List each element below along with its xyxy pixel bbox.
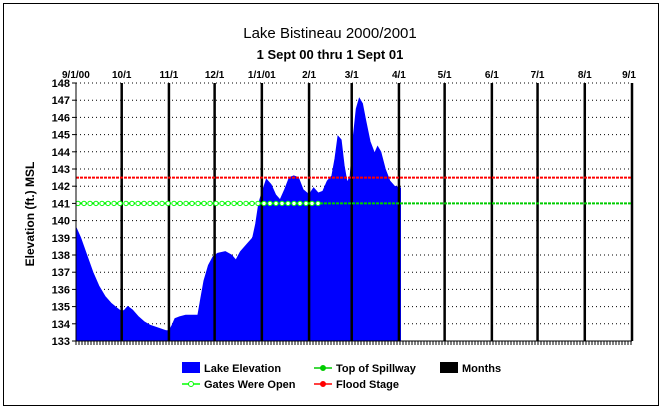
y-tick-label: 147 — [52, 95, 70, 107]
legend-label: Gates Were Open — [204, 379, 296, 391]
legend-label: Top of Spillway — [336, 363, 417, 375]
y-tick-label: 142 — [52, 181, 70, 193]
plot-area: 133 134 135 136 137 138 139 140 141 142 143 144 145 1… — [52, 70, 637, 348]
gates-open-marker — [243, 200, 249, 207]
gates-open-marker — [225, 200, 231, 207]
y-tick-label: 148 — [52, 78, 70, 90]
gates-open-marker — [213, 200, 219, 207]
month-tick-label: 7/1 — [531, 70, 545, 81]
y-tick-label: 133 — [52, 336, 70, 348]
legend-swatch — [440, 362, 458, 373]
y-tick-label: 144 — [52, 147, 71, 159]
gates-open-marker — [159, 200, 165, 207]
gates-open-marker — [231, 200, 237, 207]
month-tick-label: 5/1 — [438, 70, 452, 81]
y-tick-label: 146 — [52, 112, 70, 124]
month-tick-label: 11/1 — [159, 70, 178, 81]
y-tick-label: 137 — [52, 267, 70, 279]
gates-open-marker — [171, 200, 177, 207]
gates-open-marker — [207, 200, 213, 207]
y-tick-label: 138 — [52, 250, 70, 262]
month-tick-label: 1/1/01 — [248, 70, 276, 81]
y-tick-label: 145 — [52, 130, 70, 142]
legend-label: Months — [462, 363, 501, 375]
gates-open-marker — [279, 200, 285, 207]
legend-label: Lake Elevation — [204, 363, 281, 375]
gates-open-marker — [105, 200, 111, 207]
gates-open-marker — [201, 200, 207, 207]
chart-frame: Lake Bistineau 2000/2001 1 Sept 00 thru … — [3, 3, 659, 406]
gates-open-marker — [237, 200, 243, 207]
gates-open-marker — [309, 200, 315, 207]
gates-open-marker — [87, 200, 93, 207]
gates-open-marker — [129, 200, 135, 207]
gates-open-marker — [315, 200, 321, 207]
y-tick-label: 134 — [52, 319, 71, 331]
gates-open-marker — [81, 200, 87, 207]
month-tick-label: 12/1 — [205, 70, 225, 81]
chart-subtitle: 1 Sept 00 thru 1 Sept 01 — [257, 47, 404, 62]
legend-swatch-marker — [320, 365, 326, 371]
legend-label: Flood Stage — [336, 379, 399, 391]
gates-open-marker — [189, 200, 195, 207]
gates-open-marker — [267, 200, 273, 207]
gates-open-marker — [117, 200, 123, 207]
month-tick-label: 6/1 — [485, 70, 499, 81]
y-tick-label: 141 — [52, 198, 70, 210]
gates-open-marker — [195, 200, 201, 207]
month-tick-label: 9/1/00 — [62, 70, 90, 81]
gates-open-marker — [153, 200, 159, 207]
y-tick-label: 136 — [52, 284, 70, 296]
gates-open-marker — [255, 200, 261, 207]
gates-open-marker — [123, 200, 129, 207]
gates-open-marker — [183, 200, 189, 207]
gates-open-marker — [273, 200, 279, 207]
legend-swatch-marker — [188, 381, 194, 387]
gates-open-marker — [291, 200, 297, 207]
gates-open-marker — [285, 200, 291, 207]
month-tick-label: 3/1 — [345, 70, 359, 81]
legend-swatch-marker — [320, 381, 326, 387]
month-tick-label: 4/1 — [392, 70, 406, 81]
gates-open-marker — [177, 200, 183, 207]
y-tick-label: 135 — [52, 302, 70, 314]
gates-open-marker — [249, 200, 255, 207]
y-tick-label: 143 — [52, 164, 70, 176]
gates-open-marker — [99, 200, 105, 207]
month-tick-label: 8/1 — [578, 70, 592, 81]
gates-open-marker — [219, 200, 225, 207]
month-tick-label: 9/1 — [622, 70, 636, 81]
gates-open-marker — [111, 200, 117, 207]
y-tick-label: 139 — [52, 233, 70, 245]
y-axis-label: Elevation (ft.) MSL — [23, 162, 37, 267]
y-tick-label: 140 — [52, 216, 70, 228]
gates-open-marker — [165, 200, 171, 207]
month-tick-label: 10/1 — [112, 70, 132, 81]
chart-title: Lake Bistineau 2000/2001 — [243, 25, 416, 42]
legend: Lake Elevation Top of Spillway Months Gates… — [182, 362, 501, 391]
gates-open-marker — [135, 200, 141, 207]
gates-open-marker — [303, 200, 309, 207]
gates-open-marker — [261, 200, 267, 207]
gates-open-marker — [297, 200, 303, 207]
gates-open-marker — [141, 200, 147, 207]
lake-elevation-chart: Lake Bistineau 2000/2001 1 Sept 00 thru … — [23, 25, 637, 391]
gates-open-marker — [147, 200, 153, 207]
legend-swatch — [182, 362, 200, 373]
month-tick-label: 2/1 — [302, 70, 316, 81]
gates-open-marker — [93, 200, 99, 207]
